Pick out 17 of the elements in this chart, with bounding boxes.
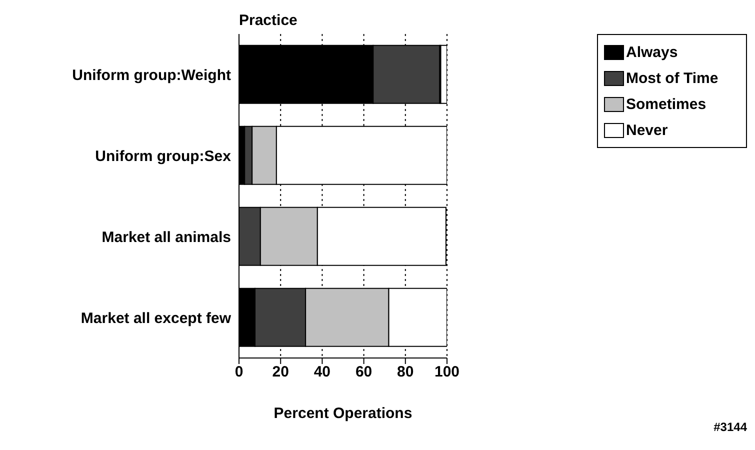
legend-label: Always [626, 44, 678, 60]
y-tick-label: Market all animals [102, 228, 231, 246]
y-tick-label: Market all except few [80, 310, 232, 327]
x-tick-label: 80 [397, 364, 414, 381]
x-tick-label: 40 [314, 364, 331, 381]
legend-label: Never [626, 122, 668, 138]
legend-label: Sometimes [626, 96, 706, 112]
x-tick-label: 0 [234, 364, 244, 381]
x-tick-label: 20 [272, 364, 289, 381]
y-tick-label: Uniform group:Sex [95, 148, 232, 165]
legend-label: Most of Time [626, 70, 718, 86]
x-tick-label: 60 [355, 364, 372, 381]
text: #3144 [714, 420, 747, 434]
chart-title: Practice [239, 12, 298, 29]
y-tick-label: Uniform group:Weight [72, 66, 231, 84]
x-tick-label: 100 [434, 364, 460, 381]
x-axis-title: Percent Operations [274, 405, 412, 422]
